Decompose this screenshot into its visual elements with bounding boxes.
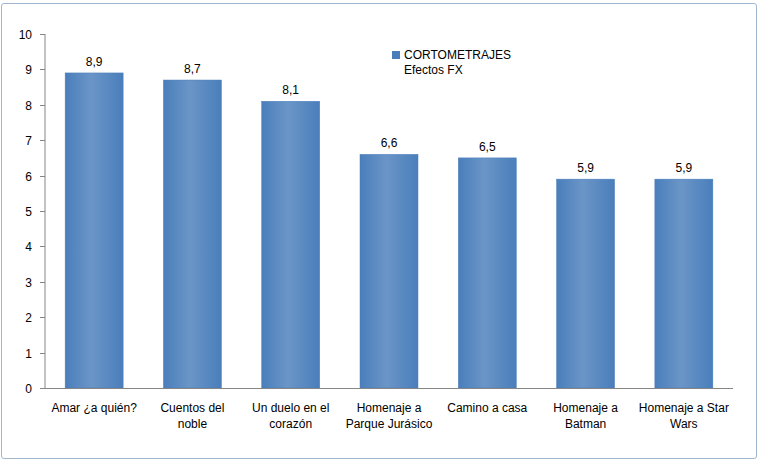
y-tick-label: 5 — [25, 205, 32, 219]
data-labels: 8,9 8,7 8,1 6,6 6,5 5,9 5,9 — [86, 55, 693, 175]
y-tick-label: 10 — [19, 28, 33, 42]
legend-label: CORTOMETRAJES Efectos FX — [404, 48, 504, 78]
x-tick-label: Camino a casa — [447, 401, 527, 415]
y-tick — [40, 176, 45, 177]
y-tick — [40, 246, 45, 247]
y-tick-label: 4 — [25, 240, 32, 254]
bar — [65, 73, 123, 388]
bar-base — [163, 80, 221, 388]
bar-base — [655, 179, 713, 388]
bar — [557, 179, 615, 388]
bar — [163, 80, 221, 388]
x-tick-label: Cuentos delnoble — [160, 401, 224, 431]
y-tick-label: 8 — [25, 99, 32, 113]
y-tick — [40, 69, 45, 70]
y-tick-label: 3 — [25, 276, 32, 290]
y-tick-label: 6 — [25, 170, 32, 184]
y-tick-label: 1 — [25, 347, 32, 361]
bar — [655, 179, 713, 388]
data-label: 5,9 — [676, 161, 693, 175]
y-tick-label: 7 — [25, 134, 32, 148]
y-tick — [40, 211, 45, 212]
legend-swatch — [392, 51, 400, 59]
legend: CORTOMETRAJES Efectos FX — [392, 48, 504, 78]
bar-base — [360, 154, 418, 388]
x-tick-label: Amar ¿a quién? — [51, 401, 137, 415]
y-tick-label: 2 — [25, 311, 32, 325]
bar-base — [458, 158, 516, 388]
x-tick-label: Homenaje aBatman — [553, 401, 618, 431]
data-label: 8,7 — [184, 62, 201, 76]
chart: 0 1 2 3 4 5 6 7 8 9 10 8,9 8,7 8,1 6,6 6,5 5,9 5,9 Amar ¿a… — [0, 0, 762, 464]
bar-base — [65, 73, 123, 388]
data-label: 8,1 — [282, 83, 299, 97]
y-tick — [40, 34, 45, 35]
bar-base — [262, 101, 320, 388]
y-tick — [40, 388, 45, 389]
data-label: 5,9 — [577, 161, 594, 175]
y-tick — [40, 317, 45, 318]
data-label: 6,6 — [381, 136, 398, 150]
bar — [360, 154, 418, 388]
x-tick-label: Homenaje a StarWars — [639, 401, 729, 431]
y-tick — [40, 105, 45, 106]
y-tick-label: 0 — [25, 382, 32, 396]
bar — [262, 101, 320, 388]
x-tick-label: Un duelo en elcorazón — [252, 401, 329, 431]
bar — [458, 158, 516, 388]
y-tick — [40, 140, 45, 141]
x-tick-label: Homenaje aParque Jurásico — [346, 401, 433, 431]
bars — [65, 73, 713, 388]
data-label: 6,5 — [479, 140, 496, 154]
y-tick — [40, 353, 45, 354]
y-tick-label: 9 — [25, 63, 32, 77]
x-axis — [45, 388, 733, 389]
data-label: 8,9 — [86, 55, 103, 69]
y-tick — [40, 282, 45, 283]
bar-base — [557, 179, 615, 388]
